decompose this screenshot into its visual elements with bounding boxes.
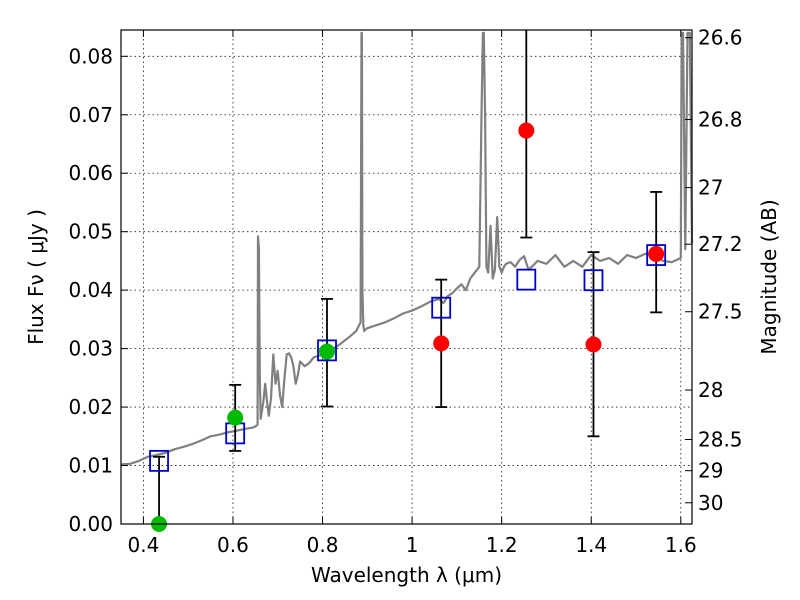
x-tick-label: 0.8 [307, 533, 339, 557]
y-axis-title: Flux Fν ( μJy ) [24, 209, 48, 345]
blue-square-marker [583, 269, 604, 292]
red-point-marker [648, 245, 665, 262]
y-tick-label: 0.07 [68, 103, 113, 127]
y2-tick-label: 26.8 [698, 108, 743, 132]
red-point-marker [433, 335, 450, 352]
y-tick-label: 0.02 [68, 395, 113, 419]
plot-frame [120, 29, 693, 525]
green-point-marker [319, 343, 336, 360]
x-tick-label: 1.2 [486, 533, 518, 557]
y2-tick-label: 29 [698, 459, 723, 483]
y-tick-label: 0.04 [68, 278, 113, 302]
marker-layer [149, 122, 667, 532]
spectrum-layer [120, 31, 694, 466]
blue-square-marker [317, 339, 337, 362]
y2-tick-label: 27.2 [698, 232, 743, 256]
y2-tick-label: 30 [698, 491, 723, 515]
blue-square-marker [646, 244, 667, 266]
y-tick-labels: 0.00 0.01 0.02 0.03 0.04 0.05 0.06 0.07 0.08 [68, 44, 113, 536]
x-tick-label: 1.6 [665, 533, 697, 557]
green-point-marker [227, 409, 244, 426]
y2-tick-labels: 26.6 26.8 27 27.2 27.5 28 28.5 29 30 [698, 26, 743, 515]
x-tick-label: 0.6 [217, 533, 249, 557]
y2-tick-label: 27.5 [698, 300, 743, 324]
grid-lines [121, 30, 692, 525]
y2-tick-label: 28 [698, 378, 723, 402]
tick-marks [121, 30, 692, 525]
errorbar-layer [153, 30, 663, 524]
y-tick-label: 0.01 [68, 454, 113, 478]
x-tick-label: 1 [406, 533, 419, 557]
y2-tick-label: 27 [698, 176, 723, 200]
y2-axis-title: Magnitude (AB) [757, 199, 781, 354]
y-tick-label: 0.08 [68, 44, 113, 68]
x-tick-label: 0.4 [127, 533, 159, 557]
y2-tick-label: 26.6 [698, 26, 743, 50]
x-tick-label: 1.4 [575, 533, 607, 557]
x-tick-labels: 0.4 0.6 0.8 1 1.2 1.4 1.6 [127, 533, 696, 557]
blue-square-marker [516, 268, 537, 291]
y-tick-label: 0.00 [68, 512, 113, 536]
x-axis-title: Wavelength λ (μm) [311, 563, 502, 587]
spectrum-line [120, 31, 694, 466]
y-tick-label: 0.06 [68, 161, 113, 185]
y-tick-label: 0.05 [68, 220, 113, 244]
red-point-marker [585, 336, 602, 353]
y2-tick-label: 28.5 [698, 427, 743, 451]
y-tick-label: 0.03 [68, 337, 113, 361]
red-point-marker [518, 122, 535, 139]
blue-square-marker [149, 449, 169, 472]
blue-square-marker [431, 296, 452, 319]
